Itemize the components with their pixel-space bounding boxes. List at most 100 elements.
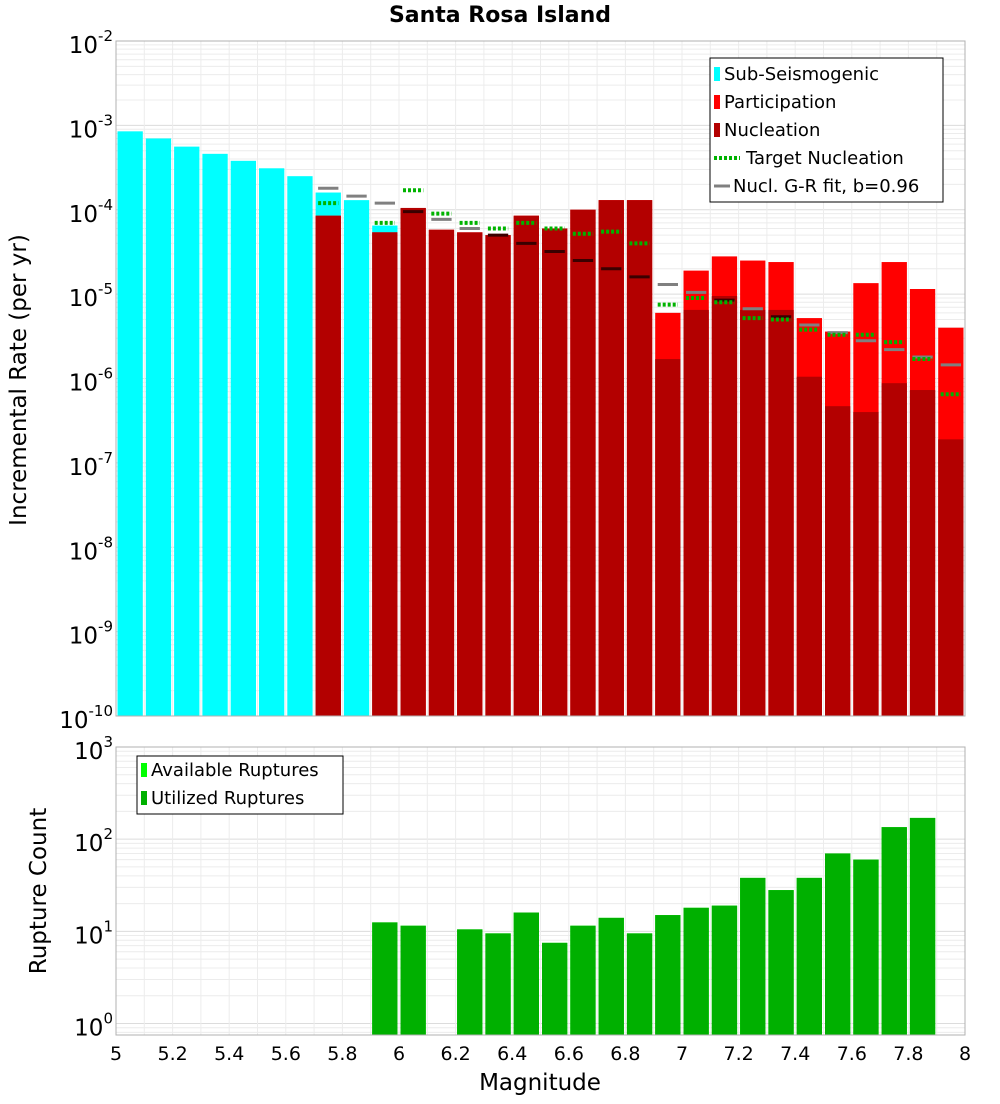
top-bars bbox=[117, 131, 964, 717]
top-y-axis-label: Incremental Rate (per yr) bbox=[6, 234, 32, 526]
top-legend: Sub-Seismogenic Participation Nucleation Ta… bbox=[709, 57, 944, 203]
nucleation-bar bbox=[626, 200, 653, 716]
nucleation-bar bbox=[655, 359, 681, 716]
y-tick-label: 100 bbox=[74, 1009, 113, 1041]
utilized-ruptures-bar bbox=[881, 827, 907, 1035]
y-tick-label-exponent: -4 bbox=[98, 196, 113, 214]
nucleation-swatch bbox=[714, 123, 720, 137]
utilized-ruptures-bar bbox=[796, 877, 822, 1035]
y-tick-label: 10-7 bbox=[69, 449, 113, 481]
y-tick-label-base: 10 bbox=[69, 33, 98, 59]
utilized-ruptures-bar bbox=[683, 907, 709, 1035]
sub-seismogenic-bar bbox=[343, 200, 370, 716]
nucleation-bar bbox=[825, 406, 851, 716]
utilized-ruptures-legend-label: Utilized Ruptures bbox=[151, 788, 304, 809]
x-tick-label: 8 bbox=[959, 1043, 971, 1065]
utilized-ruptures-swatch bbox=[141, 791, 147, 805]
utilized-ruptures-bar bbox=[485, 933, 511, 1035]
sub-seismogenic-swatch bbox=[714, 67, 720, 81]
utilized-ruptures-bar bbox=[400, 925, 426, 1035]
y-tick-label-base: 10 bbox=[74, 923, 103, 949]
legend-box bbox=[136, 755, 344, 815]
utilized-ruptures-bar bbox=[740, 877, 766, 1035]
y-tick-label-base: 10 bbox=[74, 739, 103, 765]
y-tick-label: 10-2 bbox=[69, 27, 113, 59]
target-nucleation-legend-label: Target Nucleation bbox=[745, 148, 904, 169]
x-tick-label: 5 bbox=[110, 1043, 122, 1065]
y-tick-label-exponent: -9 bbox=[98, 618, 113, 636]
y-tick-label-exponent: -3 bbox=[98, 111, 113, 129]
sub-seismogenic-bar bbox=[145, 138, 172, 717]
nucleation-bar bbox=[570, 209, 596, 716]
utilized-ruptures-bar bbox=[513, 912, 539, 1035]
x-tick-label: 6.2 bbox=[440, 1043, 470, 1065]
utilized-ruptures-bar bbox=[768, 890, 794, 1035]
y-tick-label: 103 bbox=[74, 733, 113, 765]
nucleation-bar bbox=[853, 412, 879, 716]
y-tick-label: 10-8 bbox=[69, 533, 113, 565]
y-tick-label: 10-10 bbox=[59, 702, 113, 734]
nucleation-bar bbox=[513, 215, 539, 717]
top-y-ticks: 10-210-310-410-510-610-710-810-910-10 bbox=[59, 27, 113, 734]
y-tick-label-exponent: 0 bbox=[103, 1009, 113, 1027]
x-tick-label: 6 bbox=[393, 1043, 405, 1065]
y-tick-label-base: 10 bbox=[69, 202, 98, 228]
y-tick-label-exponent: 3 bbox=[103, 733, 113, 751]
y-tick-label-base: 10 bbox=[69, 371, 98, 397]
sub-seismogenic-bar bbox=[174, 146, 200, 716]
y-tick-label-base: 10 bbox=[69, 539, 98, 565]
y-tick-label: 10-3 bbox=[69, 111, 113, 143]
sub-seismogenic-legend-label: Sub-Seismogenic bbox=[724, 64, 879, 85]
x-tick-label: 5.2 bbox=[157, 1043, 187, 1065]
legend-box bbox=[709, 57, 944, 203]
utilized-ruptures-bar bbox=[372, 922, 398, 1035]
top-panel: 10-210-310-410-510-610-710-810-910-10 In… bbox=[6, 27, 966, 734]
nucleation-bar bbox=[768, 309, 794, 716]
y-tick-label: 102 bbox=[74, 825, 113, 857]
y-tick-label: 10-5 bbox=[69, 280, 113, 312]
x-tick-label: 7 bbox=[676, 1043, 688, 1065]
bottom-plot-frame bbox=[115, 746, 966, 1036]
bottom-y-axis-label: Rupture Count bbox=[26, 808, 52, 974]
y-tick-label: 10-4 bbox=[69, 196, 113, 228]
y-tick-label-exponent: 1 bbox=[103, 917, 113, 935]
nucleation-legend-label: Nucleation bbox=[724, 120, 820, 141]
nucleation-bar bbox=[938, 439, 964, 716]
bottom-bars bbox=[372, 817, 936, 1035]
nucleation-bar bbox=[796, 376, 822, 716]
chart-title: Santa Rosa Island bbox=[389, 3, 611, 28]
y-tick-label: 10-9 bbox=[69, 618, 113, 650]
utilized-ruptures-bar bbox=[542, 942, 568, 1035]
utilized-ruptures-bar bbox=[853, 859, 879, 1035]
nucleation-bar bbox=[457, 232, 483, 716]
nucleation-bar bbox=[598, 200, 624, 716]
y-tick-label: 10-6 bbox=[69, 365, 113, 397]
x-tick-label: 6.6 bbox=[554, 1043, 584, 1065]
x-tick-label: 6.8 bbox=[610, 1043, 640, 1065]
nucl-g-r-fit-b-0-96-legend-label: Nucl. G-R fit, b=0.96 bbox=[733, 176, 919, 197]
utilized-ruptures-bar bbox=[626, 933, 653, 1035]
utilized-ruptures-bar bbox=[570, 925, 596, 1035]
y-tick-label-base: 10 bbox=[59, 708, 88, 734]
sub-seismogenic-bar bbox=[230, 160, 256, 717]
utilized-ruptures-bar bbox=[457, 929, 483, 1035]
nucleation-bar bbox=[428, 229, 455, 717]
utilized-ruptures-bar bbox=[909, 817, 936, 1035]
sub-seismogenic-bar bbox=[117, 131, 143, 717]
y-tick-label: 101 bbox=[74, 917, 113, 949]
y-tick-label-exponent: -6 bbox=[98, 365, 113, 383]
y-tick-label-exponent: -8 bbox=[98, 533, 113, 551]
nucleation-bar bbox=[372, 232, 398, 716]
y-tick-label-base: 10 bbox=[74, 831, 103, 857]
y-tick-label-exponent: 2 bbox=[103, 825, 113, 843]
bottom-legend: Available Ruptures Utilized Ruptures bbox=[136, 755, 344, 815]
x-axis-label: Magnitude bbox=[479, 1070, 601, 1096]
available-ruptures-swatch bbox=[141, 763, 147, 777]
top-lines bbox=[318, 186, 961, 397]
y-tick-label-exponent: -10 bbox=[89, 702, 114, 720]
nucleation-bar bbox=[881, 383, 907, 716]
nucleation-bar bbox=[909, 390, 936, 716]
utilized-ruptures-bar bbox=[655, 915, 681, 1035]
